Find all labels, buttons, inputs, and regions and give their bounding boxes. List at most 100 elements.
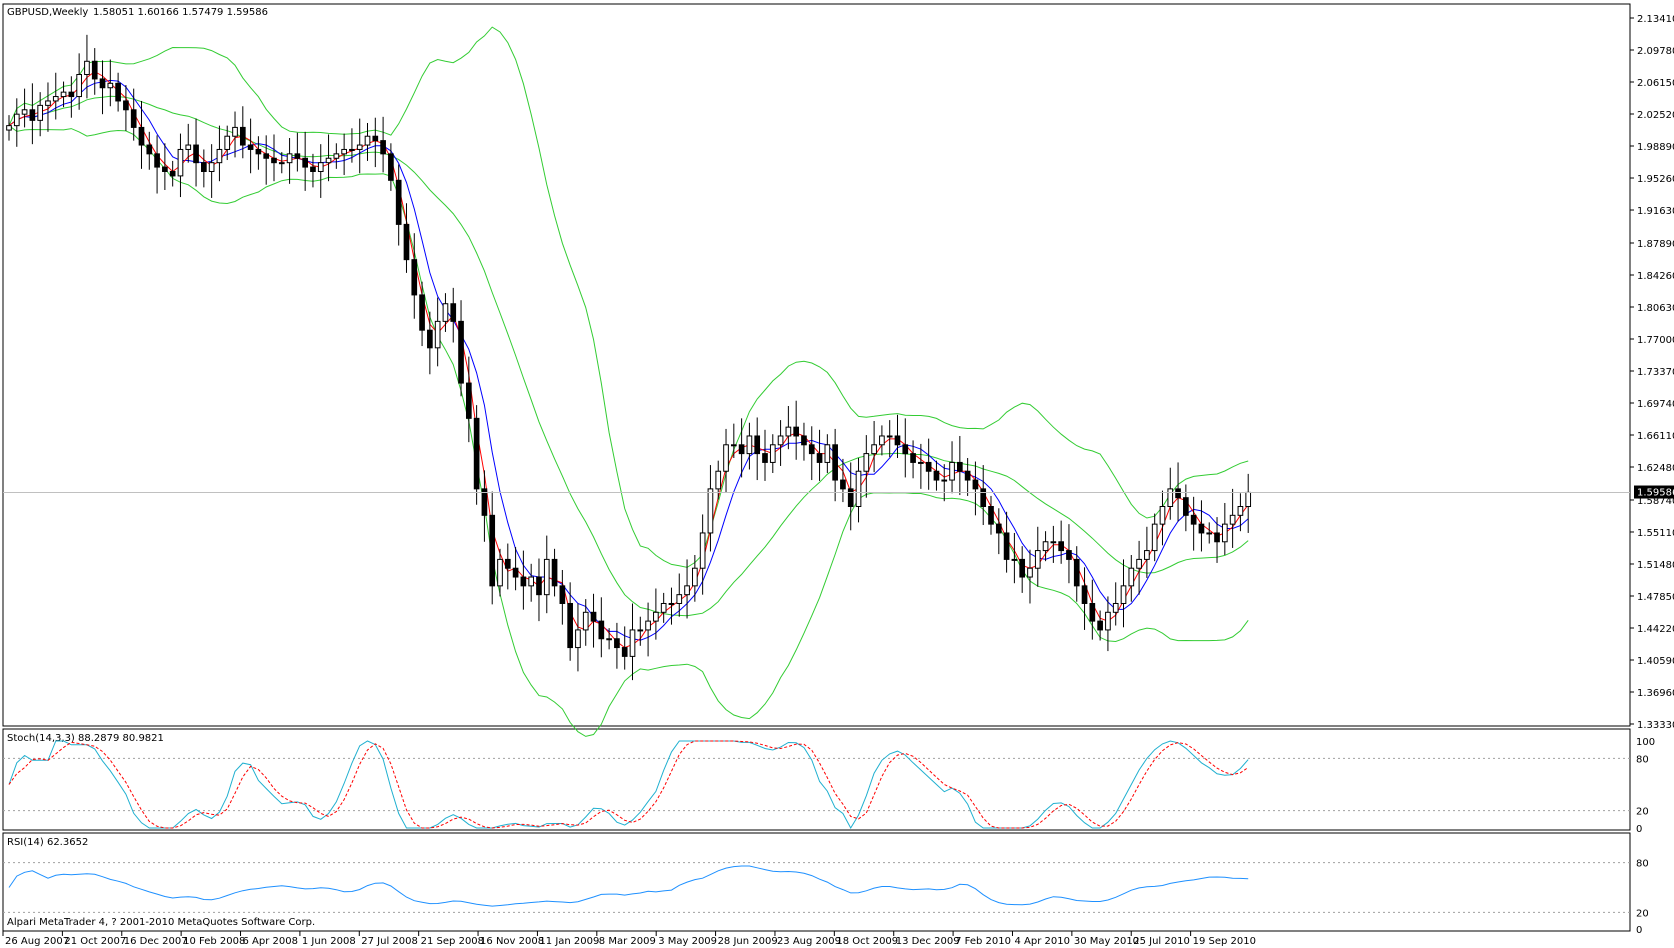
price-tick-label: 2.13410 [1637,14,1674,25]
candle [956,435,963,496]
candle-body [1183,497,1189,516]
rsi-tick-label: 20 [1636,908,1649,919]
candle [808,426,815,481]
candle-body [1027,567,1033,578]
candle [925,438,932,490]
candle [972,461,979,516]
stoch-lines [8,740,1249,830]
candle [123,85,129,131]
candle-body [816,453,823,463]
fast-ma-line [8,71,1249,649]
main-chart-ohlc: 1.58051 1.60166 1.57479 1.59586 [93,7,268,18]
candle-body [847,488,854,508]
candle [575,603,581,672]
candle [645,602,651,657]
candle-body [310,166,316,172]
candle [1237,493,1244,532]
candle [629,603,636,681]
candle-body [1097,620,1103,631]
stoch-panel-frame [2,728,1631,831]
price-tick-label: 1.87890 [1637,239,1674,250]
candle-body [684,585,690,596]
candle-body [333,153,340,159]
candle [372,117,379,168]
price-tick-label: 1.77000 [1637,335,1674,346]
candle-body [6,125,12,131]
time-tick-label: 3 May 2009 [658,936,717,947]
candle [1175,462,1181,522]
candle [107,59,114,107]
candle-body [146,144,153,155]
candle [886,420,893,458]
candle-body [730,444,737,447]
bollinger-upper-line [8,26,1249,568]
candle-body [208,162,215,172]
candle-body [972,479,979,490]
candle-body [427,329,433,349]
candle-body [886,435,893,438]
candle-body [699,532,706,569]
time-tick-label: 21 Oct 2007 [64,936,126,947]
price-tick-label: 1.98890 [1637,142,1674,153]
price-tick-label: 1.69740 [1637,399,1674,410]
price-tick-label: 1.91630 [1637,206,1674,217]
candle-body [879,435,885,446]
candle-body [1175,488,1181,499]
time-tick-label: 28 Jun 2009 [718,936,778,947]
candle-body [840,479,846,490]
candle [395,164,402,246]
candle-body [349,148,355,151]
price-tick-label: 1.40590 [1637,656,1674,667]
price-tick-label: 1.47850 [1637,592,1674,603]
candle-body [988,506,994,525]
candle-body [1128,567,1135,587]
candle-body [99,78,106,89]
candle-body [676,594,683,604]
candle [879,425,885,456]
candle [1034,526,1041,587]
candle [76,53,82,110]
candle-body [130,109,137,128]
candle-body [512,567,519,578]
candle [723,428,729,493]
candle-body [520,576,527,587]
candle [746,422,753,470]
candle [325,134,332,182]
time-tick-label: 27 Jul 2008 [361,936,418,947]
candle-body [201,162,207,172]
candle [582,599,589,646]
candle-body [1206,532,1213,535]
candle-body [723,444,729,472]
candle [294,132,301,172]
candle-body [84,60,90,76]
stoch-tick-label: 100 [1636,737,1655,748]
time-tick-label: 8 Mar 2009 [599,936,656,947]
candle-body [902,444,909,455]
candle [13,98,20,147]
candle-body [995,523,1002,534]
candle [824,434,831,474]
candle [512,547,519,591]
candle-body [302,157,309,168]
candle-body [232,126,238,137]
candlestick-series [6,34,1252,681]
candle [1105,596,1111,652]
candle [169,160,176,187]
candle [621,626,628,670]
candle-body [473,417,480,490]
candle-body [1058,541,1064,552]
candle [528,563,535,602]
candle-body [239,126,246,146]
candle-body [559,585,566,604]
candle [1159,490,1166,546]
candle-body [894,435,901,446]
candle [6,115,12,141]
candle-body [1081,585,1088,604]
stoch-main-line [8,740,1249,830]
candle-body [177,148,184,177]
candle-body [832,444,838,481]
rsi-levels: 80 20 0 [3,859,1649,936]
candle [278,152,285,174]
current-price-badge [1634,485,1674,499]
